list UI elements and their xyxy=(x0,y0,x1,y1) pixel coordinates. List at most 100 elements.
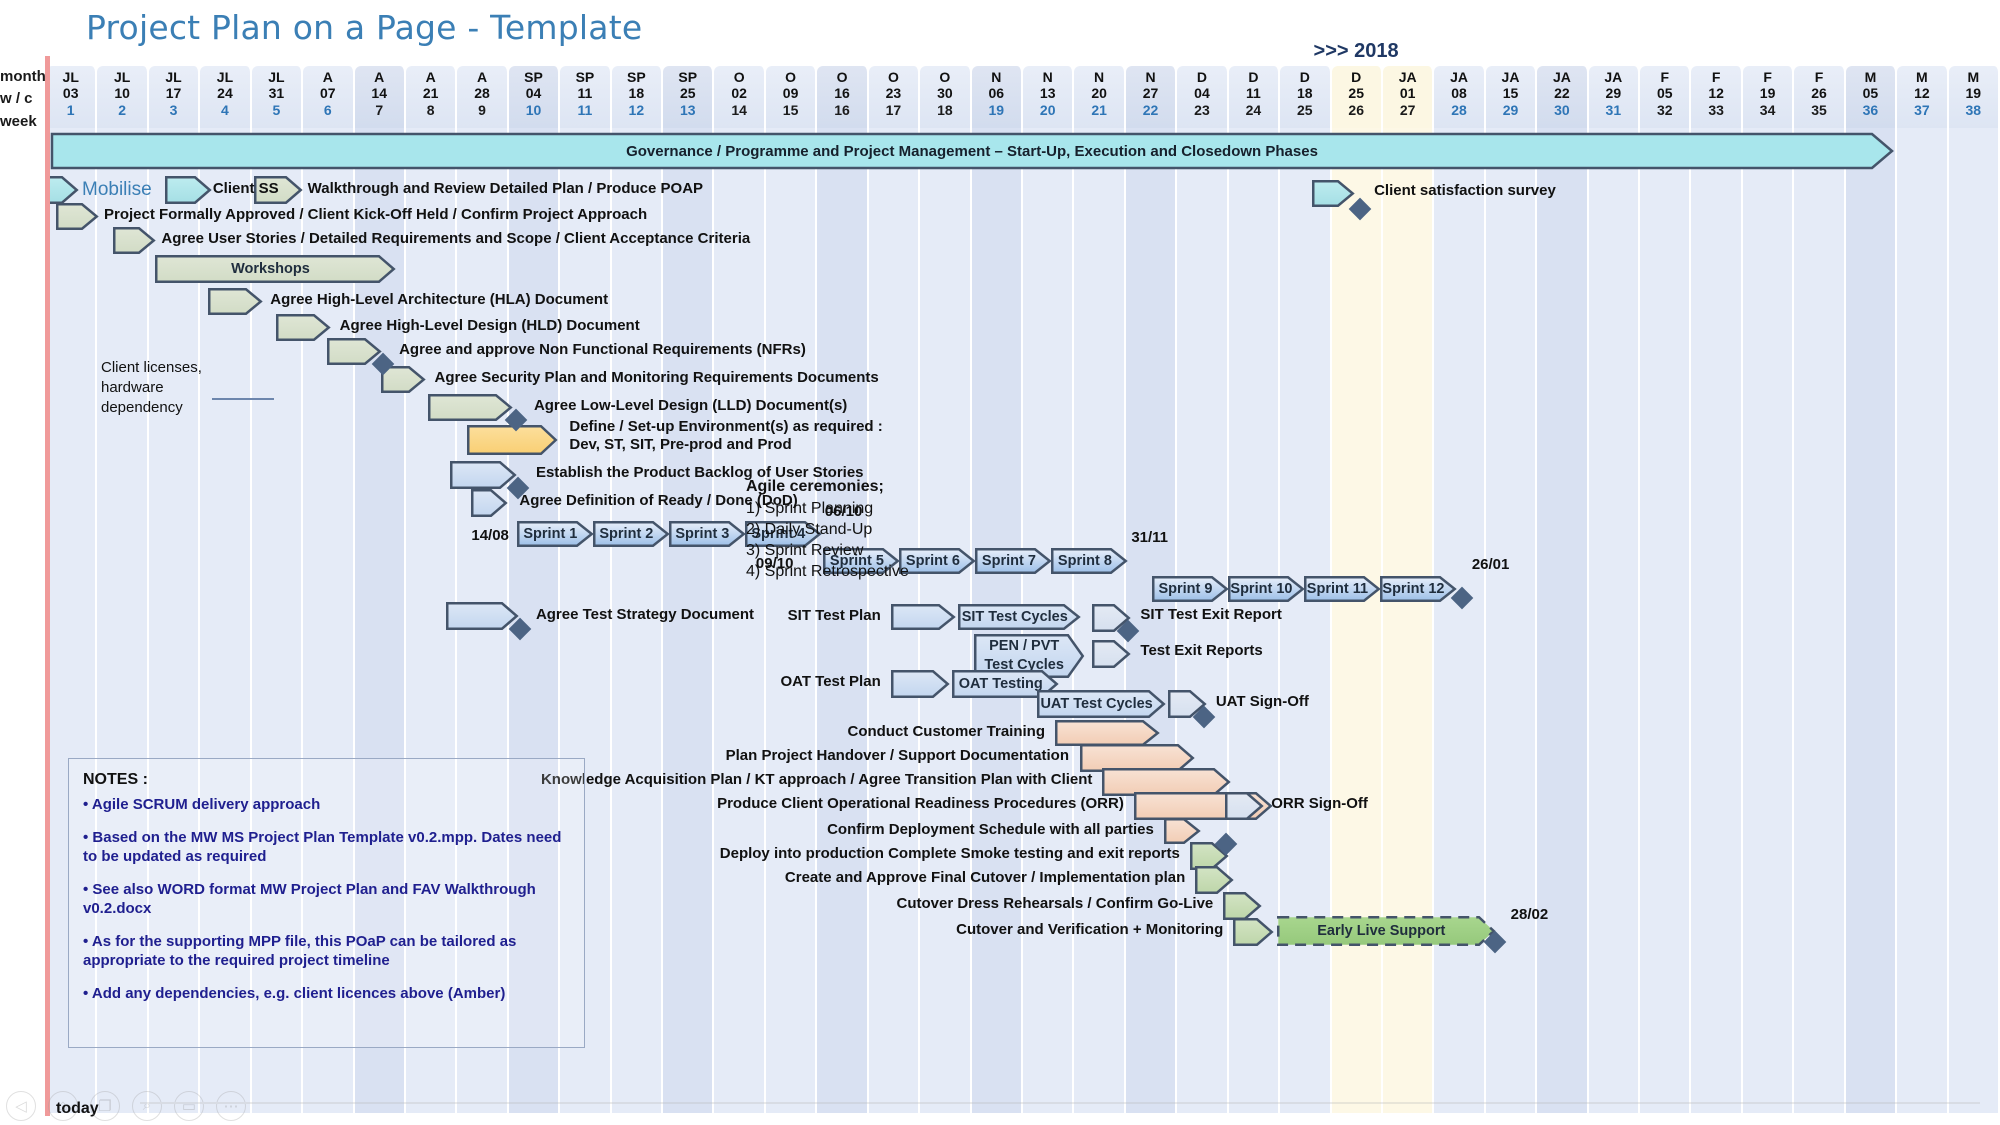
column-month: O xyxy=(939,69,951,85)
column-week-commencing: 28 xyxy=(474,85,490,101)
dependency-line-1: Client licenses, xyxy=(101,359,202,376)
column-week-number: 34 xyxy=(1759,102,1776,118)
notes-heading: NOTES : xyxy=(83,771,148,788)
more-icon[interactable] xyxy=(216,1091,246,1121)
bar-hla xyxy=(208,288,263,315)
bar-uat-signoff xyxy=(1167,690,1207,718)
column-week-number: 19 xyxy=(988,102,1005,118)
column-month: F xyxy=(1763,69,1772,85)
bar-customer-training xyxy=(1055,720,1160,746)
timeline-column-band xyxy=(303,128,355,1113)
column-month: O xyxy=(785,69,797,85)
label-project-approved: Project Formally Approved / Client Kick-… xyxy=(104,206,648,223)
timeline-column-band xyxy=(765,128,818,1113)
date-sprint-12-end: 26/01 xyxy=(1471,556,1510,573)
home-icon[interactable] xyxy=(48,1091,78,1121)
timeline-column-header: F 26 35 xyxy=(1794,66,1846,128)
date-sprint-5-start: 09/10 xyxy=(755,555,794,572)
bar-hld xyxy=(275,314,331,341)
bar-sprint-8: Sprint 8 xyxy=(1051,548,1129,574)
column-month: SP xyxy=(575,69,595,85)
timeline-column-header: SP 18 12 xyxy=(611,66,664,128)
column-week-number: 2 xyxy=(118,102,126,118)
bar-sprint-1: Sprint 1 xyxy=(516,521,594,547)
timeline-column-header: A 21 8 xyxy=(405,66,458,128)
column-week-number: 31 xyxy=(1605,102,1622,118)
notes-item: • Based on the MW MS Project Plan Templa… xyxy=(83,829,562,865)
column-month: O xyxy=(887,69,899,85)
column-week-number: 33 xyxy=(1708,102,1724,118)
timeline-column-band xyxy=(354,128,406,1113)
chrome-divider xyxy=(140,1102,1980,1104)
column-month: N xyxy=(1145,69,1156,85)
column-week-number: 36 xyxy=(1862,102,1879,118)
column-month: JL xyxy=(62,69,79,85)
column-week-commencing: 11 xyxy=(1245,85,1261,101)
column-week-commencing: 22 xyxy=(1554,85,1570,101)
column-month: D xyxy=(1299,69,1310,85)
date-sprint-4-end: 06/10 xyxy=(824,503,863,520)
timeline-column-header: O 09 15 xyxy=(765,66,818,128)
column-week-commencing: 01 xyxy=(1399,85,1416,101)
column-week-number: 27 xyxy=(1399,102,1416,118)
label-environments-line2: Dev, ST, SIT, Pre-prod and Prod xyxy=(569,436,792,453)
bar-dod xyxy=(471,489,509,517)
display-icon[interactable] xyxy=(174,1091,204,1121)
back-icon[interactable] xyxy=(6,1091,36,1121)
timeline-column-band xyxy=(1537,128,1589,1113)
bar-sprint-7: Sprint 7 xyxy=(975,548,1053,574)
copy-glyph: ❐ xyxy=(98,1098,112,1115)
timeline-column-band xyxy=(251,128,304,1113)
ceremony-item: 4) Sprint Retrospective xyxy=(746,563,909,580)
timeline-column-band xyxy=(1742,128,1795,1113)
timeline-column-band xyxy=(1177,128,1229,1113)
home-glyph: ⌂ xyxy=(58,1097,68,1114)
timeline-column-header: N 20 21 xyxy=(1074,66,1126,128)
label-deploy-production: Deploy into production Complete Smoke te… xyxy=(719,845,1180,862)
column-week-number: 3 xyxy=(169,102,178,118)
timeline-column-band xyxy=(1485,128,1538,1113)
column-month: JL xyxy=(113,69,131,85)
agile-ceremonies-callout: Agile ceremonies; 1) Sprint Planning 2) … xyxy=(746,478,909,582)
column-week-commencing: 29 xyxy=(1605,85,1622,101)
column-week-commencing: 30 xyxy=(937,85,953,101)
column-month: JA xyxy=(1398,69,1417,85)
ceremony-item: 2) Daily Stand-Up xyxy=(746,521,873,538)
column-month: JL xyxy=(268,69,285,85)
timeline-column-header: A 07 6 xyxy=(303,66,355,128)
label-client-satisfaction: Client satisfaction survey xyxy=(1374,182,1556,199)
notes-item: • As for the supporting MPP file, this P… xyxy=(83,933,517,969)
column-month: N xyxy=(991,69,1002,85)
label-dod: Agree Definition of Ready / Done (DoD) xyxy=(519,492,798,509)
timeline-column-header: A 28 9 xyxy=(457,66,509,128)
column-week-commencing: 20 xyxy=(1091,85,1107,101)
timeline-column-band xyxy=(1125,128,1178,1113)
bar-final-cutover xyxy=(1195,866,1234,894)
timeline-column-header: A 14 7 xyxy=(354,66,406,128)
search-icon[interactable] xyxy=(132,1091,162,1121)
copy-icon[interactable] xyxy=(90,1091,120,1121)
timeline-column-header: N 13 20 xyxy=(1023,66,1075,128)
label-hld: Agree High-Level Design (HLD) Document xyxy=(339,317,640,334)
column-month: O xyxy=(836,69,848,85)
timeline-column-header: JL 03 1 xyxy=(46,66,98,128)
column-month: F xyxy=(1660,69,1670,85)
column-month: A xyxy=(322,69,333,85)
timeline-column-header: JA 22 30 xyxy=(1537,66,1589,128)
timeline-column-band xyxy=(1588,128,1641,1113)
label-dress-rehearsals: Cutover Dress Rehearsals / Confirm Go-Li… xyxy=(896,895,1214,912)
bar-client-ss xyxy=(164,176,212,204)
label-agree-user-stories: Agree User Stories / Detailed Requiremen… xyxy=(161,230,751,247)
bar-environments xyxy=(467,425,558,455)
bar-nfrs xyxy=(327,338,382,365)
column-week-number: 9 xyxy=(478,102,486,118)
column-week-commencing: 17 xyxy=(165,85,182,101)
column-month: D xyxy=(1248,69,1259,85)
timeline-column-header: O 16 16 xyxy=(817,66,869,128)
timeline-column-band xyxy=(560,128,612,1113)
timeline-column-band xyxy=(1331,128,1383,1113)
column-week-commencing: 07 xyxy=(320,85,336,101)
timeline-column-band xyxy=(1845,128,1898,1113)
column-month: F xyxy=(1711,69,1721,85)
